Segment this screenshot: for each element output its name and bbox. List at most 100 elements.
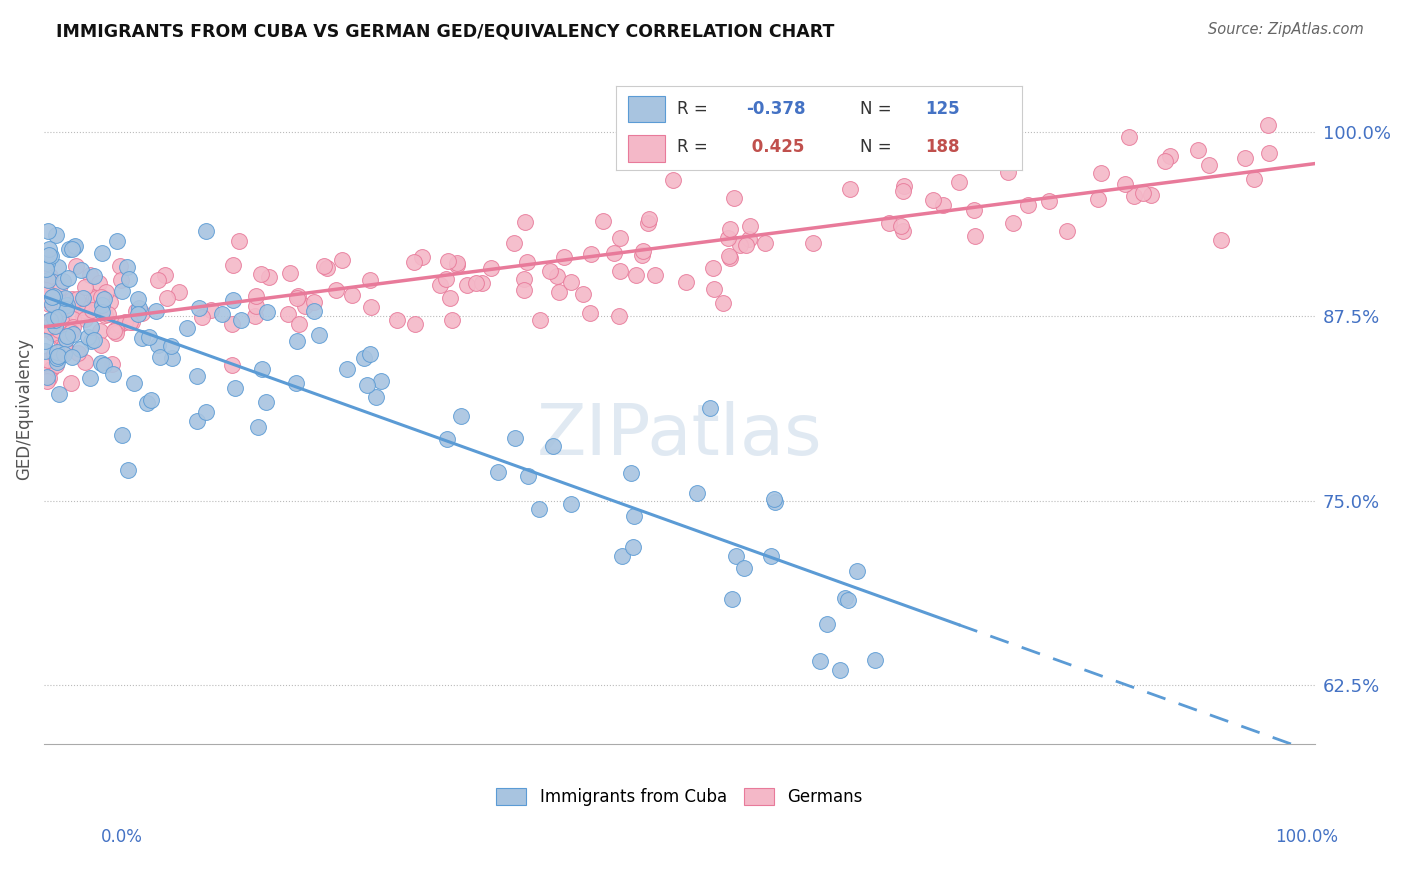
Point bbox=[702, 261, 724, 276]
Point bbox=[221, 318, 243, 332]
Point bbox=[90, 290, 112, 304]
Point bbox=[35, 261, 58, 276]
Point bbox=[58, 243, 80, 257]
Point bbox=[38, 248, 60, 262]
Point bbox=[1159, 149, 1181, 163]
Point bbox=[38, 371, 60, 385]
Point bbox=[34, 343, 56, 358]
Point bbox=[763, 491, 786, 506]
Point bbox=[366, 390, 388, 404]
Point bbox=[662, 173, 685, 187]
Point bbox=[284, 376, 307, 390]
Point bbox=[117, 272, 139, 286]
Point bbox=[1001, 216, 1024, 230]
Point bbox=[446, 256, 468, 270]
Point bbox=[592, 214, 614, 228]
Point bbox=[46, 351, 69, 365]
Point bbox=[336, 362, 359, 376]
Point bbox=[83, 333, 105, 347]
Point bbox=[101, 368, 124, 382]
Point bbox=[302, 294, 325, 309]
Point bbox=[97, 307, 120, 321]
Point bbox=[56, 298, 79, 312]
Point bbox=[138, 329, 160, 343]
Point bbox=[312, 260, 335, 274]
Point bbox=[62, 320, 84, 334]
Point bbox=[148, 273, 170, 287]
Point bbox=[720, 591, 742, 606]
Point bbox=[738, 152, 761, 166]
Point bbox=[224, 381, 246, 395]
Point bbox=[316, 261, 339, 276]
Point bbox=[160, 339, 183, 353]
Point bbox=[35, 320, 58, 334]
Point bbox=[287, 289, 309, 303]
Point bbox=[703, 282, 725, 296]
Point bbox=[211, 307, 233, 321]
Point bbox=[41, 290, 63, 304]
Point bbox=[52, 274, 75, 288]
Point bbox=[49, 329, 72, 343]
Point bbox=[48, 323, 70, 337]
Point bbox=[411, 250, 433, 264]
Point bbox=[623, 508, 645, 523]
Point bbox=[72, 291, 94, 305]
Point bbox=[740, 219, 762, 233]
Point bbox=[1123, 189, 1146, 203]
Point bbox=[44, 318, 66, 333]
Point bbox=[631, 248, 654, 262]
Point bbox=[245, 300, 267, 314]
Point bbox=[83, 269, 105, 284]
Point bbox=[39, 313, 62, 327]
Point bbox=[187, 301, 209, 315]
Point bbox=[55, 343, 77, 357]
Point bbox=[620, 466, 643, 480]
Point bbox=[67, 346, 90, 360]
Point bbox=[45, 227, 67, 242]
Point bbox=[200, 303, 222, 318]
Point bbox=[257, 270, 280, 285]
Point bbox=[60, 292, 83, 306]
Point bbox=[160, 351, 183, 365]
Point bbox=[815, 616, 838, 631]
Point bbox=[733, 561, 755, 575]
Point bbox=[62, 312, 84, 326]
Point bbox=[35, 370, 58, 384]
Point bbox=[186, 414, 208, 428]
Point bbox=[128, 301, 150, 315]
Text: IMMIGRANTS FROM CUBA VS GERMAN GED/EQUIVALENCY CORRELATION CHART: IMMIGRANTS FROM CUBA VS GERMAN GED/EQUIV… bbox=[56, 22, 835, 40]
Point bbox=[1209, 233, 1232, 247]
Point bbox=[890, 219, 912, 233]
Point bbox=[486, 465, 509, 479]
Point bbox=[278, 266, 301, 280]
Point bbox=[515, 215, 537, 229]
Point bbox=[1038, 194, 1060, 209]
Point bbox=[59, 376, 82, 390]
Point bbox=[35, 283, 58, 297]
Point bbox=[360, 300, 382, 314]
Point bbox=[45, 354, 67, 368]
Point bbox=[609, 264, 631, 278]
Point bbox=[131, 306, 153, 320]
Point bbox=[60, 326, 83, 340]
Point bbox=[127, 292, 149, 306]
Point bbox=[294, 299, 316, 313]
Point bbox=[254, 395, 277, 409]
Point bbox=[325, 284, 347, 298]
Point bbox=[402, 255, 425, 269]
Point bbox=[108, 259, 131, 273]
Point bbox=[72, 309, 94, 323]
Point bbox=[718, 251, 741, 265]
Point bbox=[385, 313, 408, 327]
Point bbox=[962, 202, 984, 217]
Point bbox=[441, 313, 464, 327]
Point bbox=[686, 486, 709, 500]
Point bbox=[38, 318, 60, 333]
Point bbox=[548, 285, 571, 299]
Point bbox=[145, 304, 167, 318]
Point bbox=[456, 278, 478, 293]
Point bbox=[65, 259, 87, 273]
Point bbox=[136, 395, 159, 409]
Point bbox=[39, 268, 62, 283]
Point bbox=[79, 268, 101, 283]
